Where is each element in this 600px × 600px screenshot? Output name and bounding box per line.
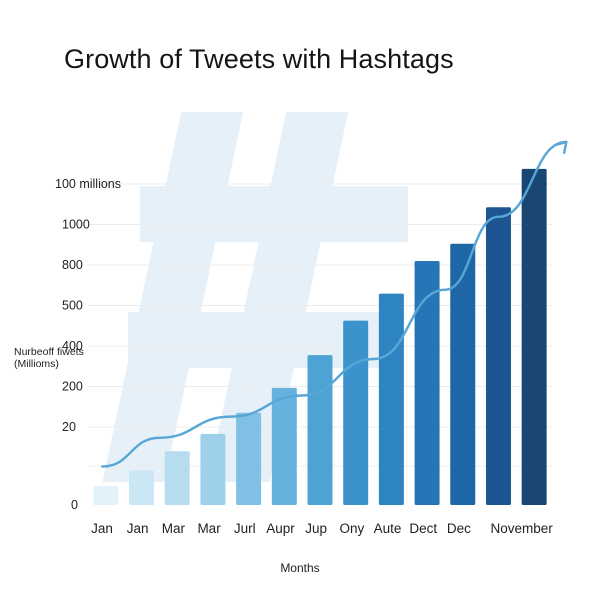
x-tick-label: Jurl — [234, 521, 256, 536]
x-tick-label: Aupr — [266, 521, 295, 536]
y-tick-label: 20 — [62, 420, 76, 434]
bar — [164, 451, 190, 505]
x-axis-label: Months — [280, 561, 320, 575]
bar — [521, 168, 547, 505]
x-tick-label: Jan — [127, 521, 149, 536]
trend-arrowhead — [554, 140, 568, 154]
bar — [485, 207, 511, 505]
bar — [378, 293, 404, 505]
y-tick-label: 500 — [62, 299, 83, 313]
trend-line — [101, 140, 568, 468]
bar — [414, 261, 440, 505]
x-tick-label: Aute — [374, 521, 402, 536]
bar — [236, 412, 262, 505]
chart-title: Growth of Tweets with Hashtags — [64, 44, 454, 74]
x-tick-label: Jan — [91, 521, 113, 536]
x-tick-label: Mar — [197, 521, 221, 536]
x-tick-label: Jup — [305, 521, 327, 536]
x-tick-label: November — [490, 521, 553, 536]
x-tick-label: Ony — [339, 521, 364, 536]
y-tick-label: 1000 — [62, 218, 90, 232]
bar — [450, 243, 476, 505]
y-tick-label: 400 — [62, 339, 83, 353]
x-tick-label: Dect — [409, 521, 437, 536]
y-tick-label: 800 — [62, 258, 83, 272]
bar — [343, 320, 369, 505]
y-tick-label: 200 — [62, 380, 83, 394]
bar — [93, 485, 119, 505]
bar — [129, 470, 155, 505]
y-axis-label: Nurbeoff fiwets (Millioms) — [14, 346, 84, 370]
x-tick-label: Dec — [447, 521, 471, 536]
y-tick-label: 0 — [71, 498, 78, 512]
x-tick-label: Mar — [162, 521, 186, 536]
y-tick-label: 100 millions — [55, 177, 121, 191]
bar — [200, 433, 226, 505]
bar — [271, 387, 297, 505]
bar — [307, 355, 333, 505]
